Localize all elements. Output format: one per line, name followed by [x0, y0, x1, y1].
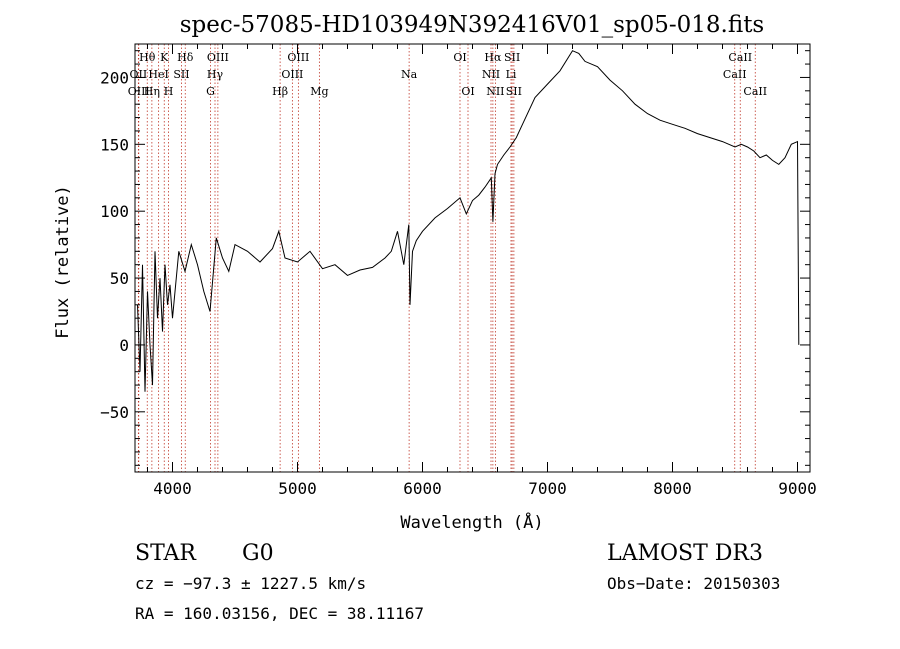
spectral-line-label: Hδ: [177, 51, 194, 64]
x-tick-label: 7000: [528, 479, 567, 498]
spectral-line-label: H: [164, 85, 174, 98]
spectral-line-label: NII: [482, 68, 500, 81]
spectral-line-label: Hγ: [207, 68, 224, 81]
spectral-line-label: Hα: [484, 51, 502, 64]
y-tick-label: 0: [119, 336, 129, 355]
spectral-line-label: OIII: [287, 51, 309, 64]
x-tick-label: 6000: [403, 479, 442, 498]
spectral-line-label: CaII: [723, 68, 747, 81]
spectral-line-label: OI: [461, 85, 474, 98]
spectral-line-label: CaII: [743, 85, 767, 98]
y-tick-label: 50: [110, 269, 129, 288]
y-axis: −50 0 50 100 150 200: [100, 50, 810, 466]
ra-dec: RA = 160.03156, DEC = 38.11167: [135, 604, 424, 623]
x-axis: 4000 5000 6000 7000 8000 9000: [147, 44, 817, 498]
spectral-line-label: Hθ: [139, 51, 156, 64]
object-subclass: G0: [242, 541, 274, 566]
spectral-line-label: OI: [453, 51, 466, 64]
spectral-line-label: Hβ: [272, 85, 288, 98]
spectral-line-label: CaII: [728, 51, 752, 64]
spectral-line-label: OIII: [281, 68, 303, 81]
spectral-line-label: NII: [486, 85, 504, 98]
chart-title: spec-57085-HD103949N392416V01_sp05-018.f…: [180, 12, 765, 38]
redshift-cz: cz = −97.3 ± 1227.5 km/s: [135, 574, 366, 593]
survey-name: LAMOST DR3: [607, 541, 763, 566]
x-tick-label: 4000: [153, 479, 192, 498]
y-axis-label: Flux (relative): [53, 185, 73, 339]
spectral-line-label: SII: [506, 85, 522, 98]
observation-date: Obs−Date: 20150303: [607, 574, 780, 593]
y-tick-label: 100: [100, 202, 129, 221]
spectral-line-label: HeI: [148, 68, 168, 81]
spectral-line-label: K: [160, 51, 169, 64]
y-tick-label: −50: [100, 403, 129, 422]
spectral-line-label: SII: [504, 51, 520, 64]
x-axis-label: Wavelength (Å): [400, 511, 543, 533]
spectral-line-label: SII: [173, 68, 189, 81]
y-tick-label: 200: [100, 68, 129, 87]
y-tick-label: 150: [100, 135, 129, 154]
spectral-line-label: G: [206, 85, 215, 98]
object-class: STAR: [135, 541, 197, 566]
x-tick-label: 8000: [653, 479, 692, 498]
spectral-line-label: Hη: [144, 85, 160, 98]
spectral-line-label: OII: [130, 68, 148, 81]
spectrum-line: [137, 50, 800, 392]
spectral-line-label: Li: [506, 68, 517, 81]
spectral-line-label: Na: [401, 68, 418, 81]
spectral-line-label: OIII: [207, 51, 229, 64]
spectral-line-label: Mg: [310, 85, 328, 98]
x-tick-label: 5000: [278, 479, 317, 498]
plot-frame: [134, 43, 811, 473]
spectral-line-label: OIII: [128, 85, 150, 98]
x-tick-label: 9000: [778, 479, 817, 498]
line-labels: Hθ OII OIII K HeI Hη H Hδ SII OIII Hγ G OIII OIII Hβ Mg…: [128, 51, 767, 98]
emission-lines: [137, 44, 756, 472]
